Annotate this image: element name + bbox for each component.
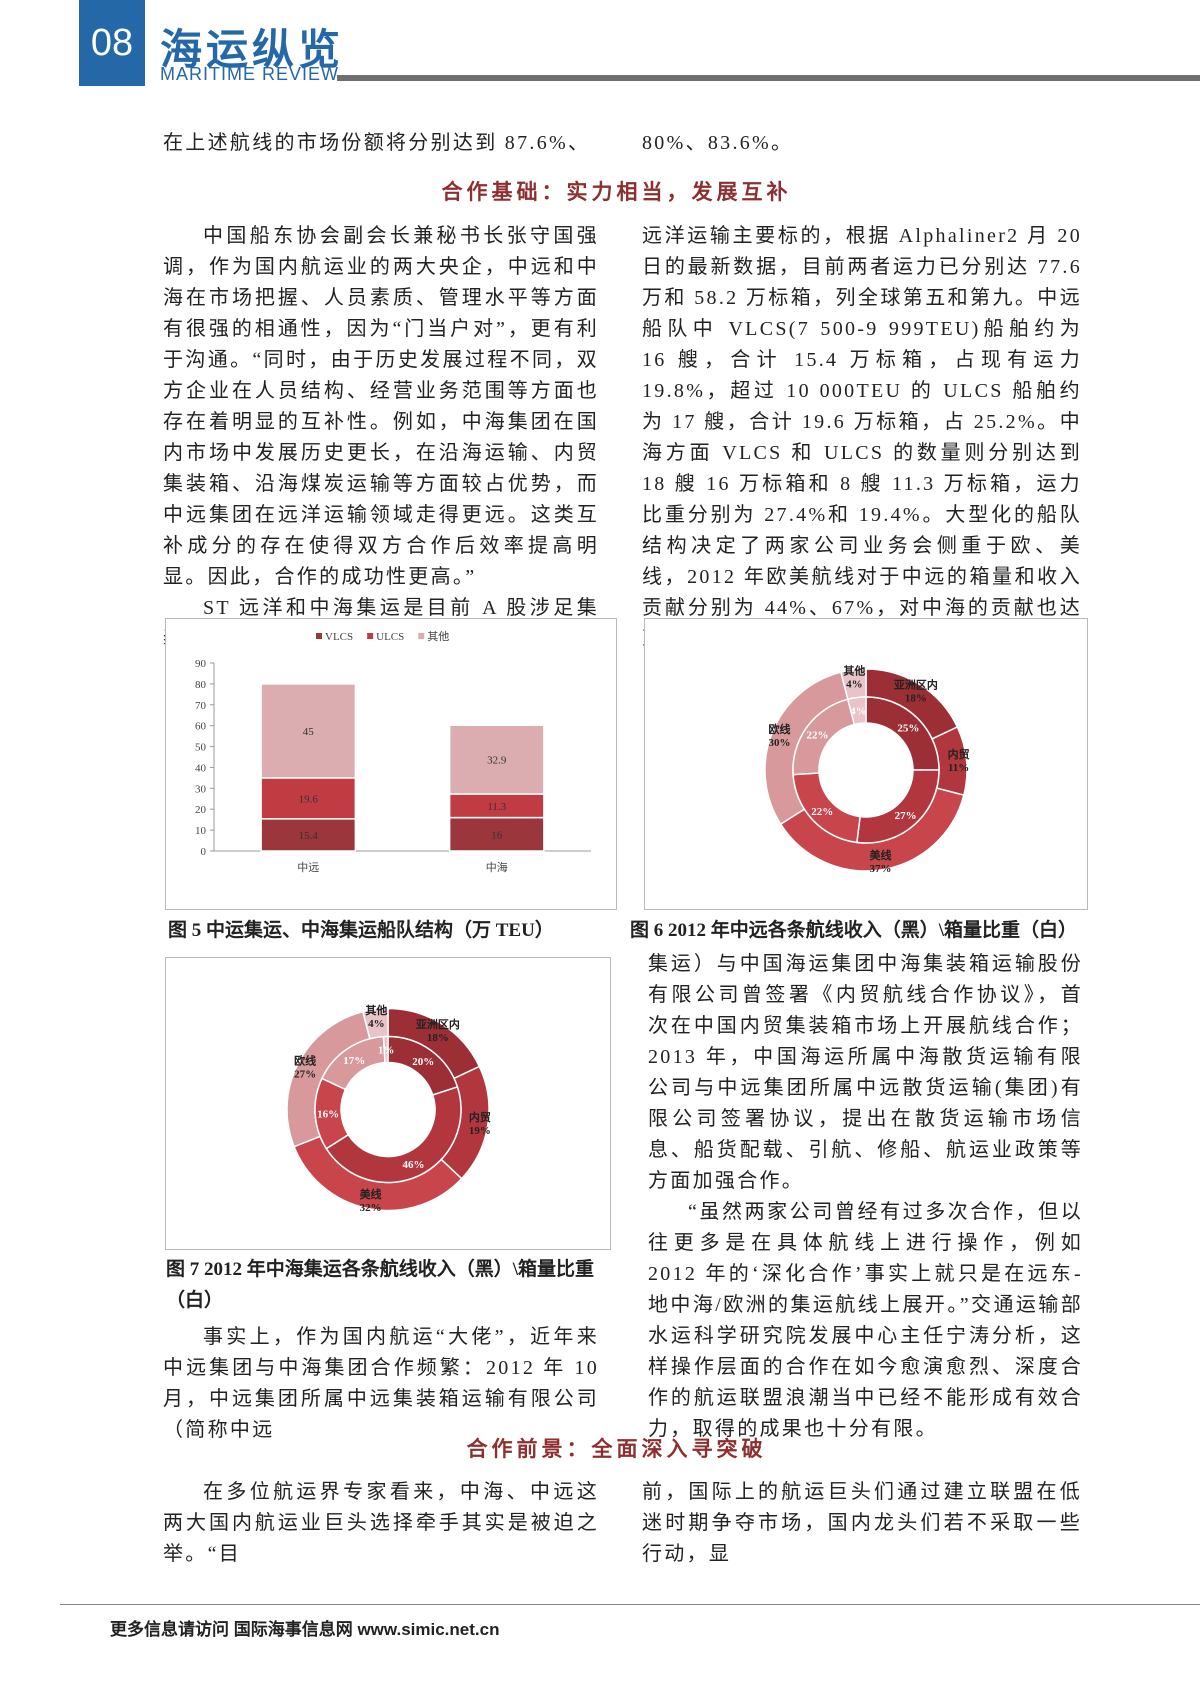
legend-label: ULCS	[376, 631, 404, 643]
segment-value: 25%	[897, 723, 919, 735]
segment-name: 欧线	[294, 1053, 316, 1067]
segment-name: 其他	[365, 1003, 387, 1017]
bar-segment	[260, 683, 357, 779]
y-tick-label: 0	[201, 846, 207, 858]
legend-swatch	[418, 633, 425, 639]
figure-caption: 图 6 2012 年中远各条航线收入（黑）\箱量比重（白）	[630, 920, 1078, 941]
segment-name: 美线	[360, 1187, 382, 1201]
figure-caption: 图 5 中运集运、中海集运船队结构（万 TEU）	[168, 920, 554, 941]
segment-name: 欧线	[769, 722, 791, 736]
paragraph: 远洋运输主要标的，根据 Alphaliner2 月 20 日的最新数据，目前两者…	[642, 225, 1082, 650]
y-tick-label: 80	[195, 679, 207, 691]
column: 前，国际上的航运巨头们通过建立联盟在低迷时期争夺市场，国内龙头们若不采取一些行动…	[642, 1477, 1082, 1570]
legend-swatch	[316, 633, 322, 639]
header-rule	[337, 75, 1200, 81]
paragraph: 事实上，作为国内航运“大佬”，近年来中远集团与中海集团合作频繁：2012 年 1…	[163, 1326, 599, 1441]
segment-value: 37%	[870, 863, 892, 875]
paragraph: 前，国际上的航运巨头们通过建立联盟在低迷时期争夺市场，国内龙头们若不采取一些行动…	[642, 1481, 1082, 1565]
bar-segment	[448, 724, 545, 795]
page-number: 08	[90, 22, 134, 64]
y-tick-label: 30	[195, 783, 207, 795]
segment-value: 4%	[846, 679, 863, 691]
segment-value: 30%	[769, 737, 791, 749]
segment-value: 27%	[895, 810, 917, 822]
y-tick-label: 40	[195, 762, 207, 774]
paragraph: 集运）与中国海运集团中海集装箱运输股份有限公司曾签署《内贸航线合作协议》，首次在…	[648, 953, 1083, 1192]
figure-chart: 0 10 20 30 40 50 60 70 80 90 VLCS ULCS 其他 15.4 19.6 45 中…	[165, 618, 617, 910]
segment-name: 亚洲区内	[416, 1017, 460, 1031]
segment-value: 46%	[403, 1159, 425, 1171]
bar-segment	[260, 777, 357, 820]
segment-value: 18%	[905, 692, 927, 704]
segment-name: 内贸	[948, 747, 970, 761]
bar-label: 11.3	[487, 801, 506, 813]
column: 远洋运输主要标的，根据 Alphaliner2 月 20 日的最新数据，目前两者…	[642, 221, 1082, 655]
page-number-box	[79, 0, 145, 86]
section-heading: 合作基础：实力相当，发展互补	[441, 180, 792, 204]
y-tick-label: 20	[195, 804, 207, 816]
section-heading: 合作前景：全面深入寻突破	[466, 1437, 767, 1461]
magazine-subtitle: MARITIME REVIEW	[160, 64, 340, 84]
y-tick-label: 10	[195, 825, 207, 837]
x-tick-label: 中海	[486, 860, 508, 874]
segment-value: 17%	[343, 1055, 365, 1067]
segment-value: 4%	[368, 1018, 385, 1030]
column: 集运）与中国海运集团中海集装箱运输股份有限公司曾签署《内贸航线合作协议》，首次在…	[648, 949, 1083, 1445]
segment-value: 32%	[360, 1202, 382, 1214]
donut-segment	[325, 1085, 462, 1184]
segment-name: 亚洲区内	[894, 677, 938, 691]
legend-label: 其他	[427, 630, 449, 643]
segment-value: 16%	[317, 1108, 339, 1120]
paragraph: “虽然两家公司曾经有过多次合作，但以往更多是在具体航线上进行操作，例如 2012…	[648, 1201, 1083, 1440]
y-tick-label: 70	[195, 700, 207, 712]
bar-segment	[260, 818, 357, 852]
segment-value: 27%	[294, 1068, 316, 1080]
segment-value: 20%	[412, 1056, 434, 1068]
segment-name: 其他	[843, 664, 865, 678]
paragraph: 在多位航运界专家看来，中海、中远这两大国内航运业巨头选择牵手其实是被迫之举。“目	[163, 1481, 599, 1565]
y-tick-label: 60	[195, 721, 207, 733]
bar-label: 15.4	[299, 830, 319, 842]
intro-text: 在上述航线的市场份额将分别达到 87.6%、	[163, 132, 591, 154]
magazine-title: 海运纵览	[160, 28, 345, 74]
legend-swatch	[367, 633, 374, 639]
footer-rule	[60, 1604, 1200, 1605]
segment-value: 11%	[948, 762, 969, 774]
footer-text: 更多信息请访问 国际海事信息网 www.simic.net.cn	[110, 1620, 500, 1639]
column: 中国船东协会副会长兼秘书长张守国强调，作为国内航运业的两大央企，中远和中海在市场…	[163, 221, 599, 655]
segment-value: 22%	[806, 730, 828, 742]
segment-value: 22%	[811, 806, 833, 818]
segment-name: 美线	[870, 848, 892, 862]
donut-segment	[846, 696, 867, 726]
y-tick-label: 90	[195, 658, 207, 670]
legend-label: VLCS	[325, 631, 353, 643]
segment-value: 4%	[850, 705, 867, 717]
segment-value: 18%	[427, 1032, 449, 1044]
paragraph: 中国船东协会副会长兼秘书长张守国强调，作为国内航运业的两大央企，中远和中海在市场…	[163, 225, 599, 588]
y-tick-label: 50	[195, 742, 207, 754]
bar-label: 32.9	[487, 755, 507, 767]
bar-segment	[448, 816, 545, 852]
bar-label: 19.6	[299, 793, 319, 805]
segment-name: 内贸	[469, 1110, 491, 1124]
bar-label: 16	[491, 829, 503, 841]
column: 事实上，作为国内航运“大佬”，近年来中远集团与中海集团合作频繁：2012 年 1…	[163, 1322, 599, 1446]
column: 在多位航运界专家看来，中海、中远这两大国内航运业巨头选择牵手其实是被迫之举。“目	[163, 1477, 599, 1570]
intro-text: 80%、83.6%。	[642, 132, 794, 154]
x-tick-label: 中远	[297, 861, 319, 874]
segment-value: 19%	[469, 1125, 491, 1137]
figure-caption: 图 7 2012 年中海集运各条航线收入（黑）\箱量比重（白）	[166, 1259, 595, 1311]
bar-label: 45	[303, 726, 315, 738]
donut-segment	[382, 1035, 389, 1064]
segment-value: 1%	[378, 1045, 395, 1057]
